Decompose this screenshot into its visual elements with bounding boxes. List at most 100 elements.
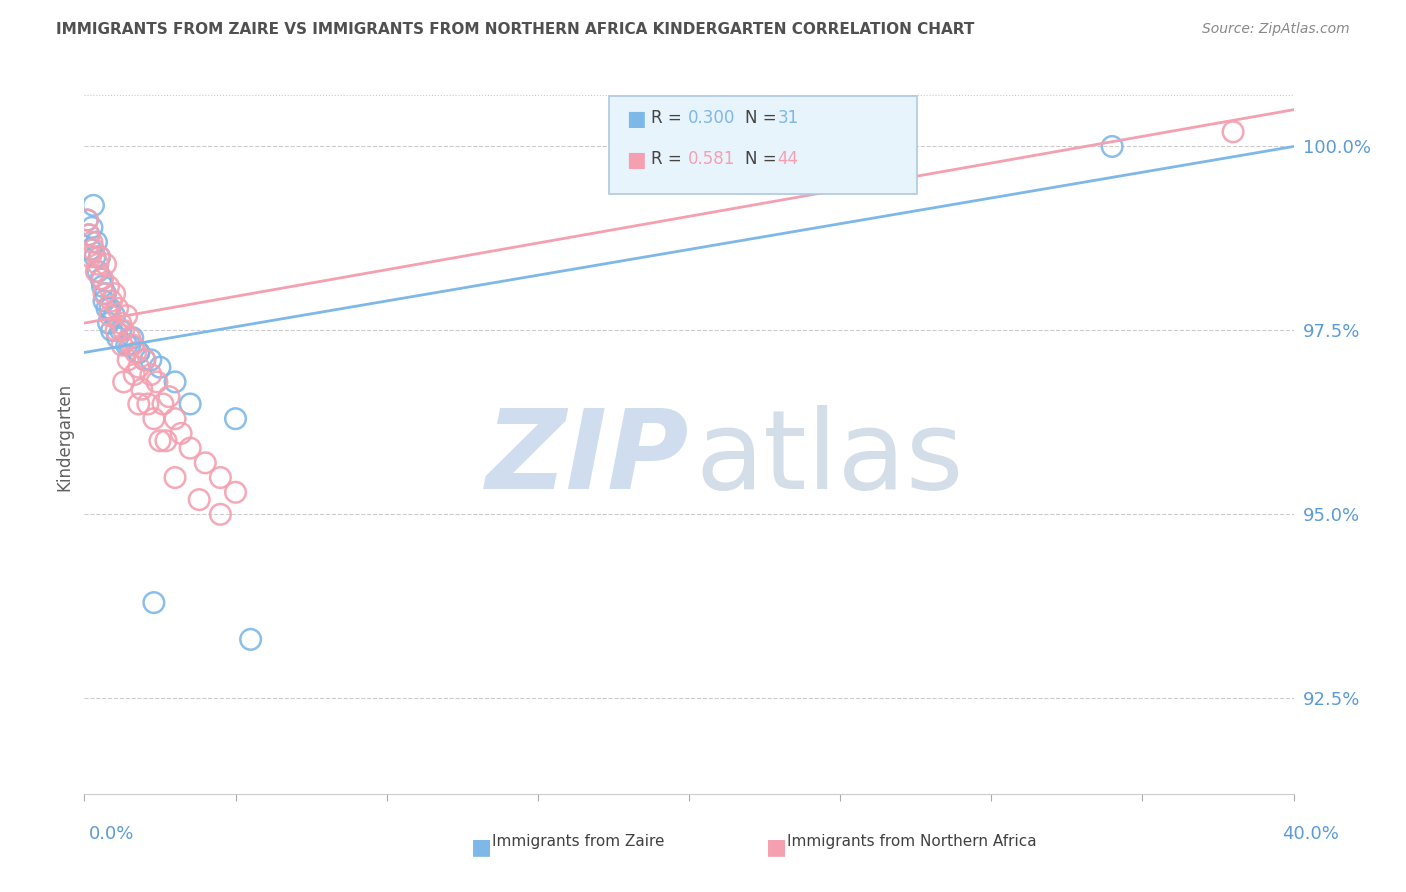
Point (86, 235, 108, 249)
Point (76, 213, 98, 227)
Text: Immigrants from Zaire: Immigrants from Zaire (492, 834, 665, 849)
Point (121, 331, 143, 345)
Y-axis label: Kindergarten: Kindergarten (55, 383, 73, 491)
Point (100, 323, 122, 337)
Point (152, 397, 174, 411)
Point (87, 264, 110, 278)
Point (84, 250, 107, 264)
Point (134, 352, 156, 367)
Text: ■: ■ (626, 150, 645, 169)
Point (111, 338, 134, 352)
Text: 0.0%: 0.0% (89, 825, 134, 843)
Point (104, 309, 127, 323)
Point (79, 250, 101, 264)
Text: N =: N = (745, 109, 782, 127)
Point (77, 227, 100, 242)
Point (128, 397, 150, 411)
Point (117, 352, 139, 367)
Point (96, 301, 118, 316)
Point (194, 456, 217, 470)
Point (128, 360, 150, 375)
Point (128, 345, 150, 359)
Point (93, 286, 115, 301)
Point (131, 382, 153, 396)
Text: Immigrants from Northern Africa: Immigrants from Northern Africa (787, 834, 1038, 849)
Point (91, 279, 114, 293)
Point (105, 323, 128, 337)
Point (110, 316, 132, 330)
Point (149, 360, 172, 375)
Text: 44: 44 (778, 150, 799, 168)
Text: 0.300: 0.300 (688, 109, 735, 127)
Point (139, 368, 162, 382)
Point (136, 397, 159, 411)
Point (87, 257, 110, 271)
Point (142, 411, 165, 425)
Point (179, 441, 201, 455)
Text: 0.581: 0.581 (688, 150, 735, 168)
Point (80, 220, 103, 235)
Point (139, 352, 162, 367)
Text: Source: ZipAtlas.com: Source: ZipAtlas.com (1202, 22, 1350, 37)
Text: ■: ■ (766, 837, 787, 856)
Point (77, 227, 100, 242)
Point (82, 198, 104, 212)
Point (125, 345, 148, 359)
Point (188, 492, 211, 507)
Point (79, 243, 101, 257)
Point (146, 375, 169, 389)
Point (122, 368, 145, 382)
Point (89, 250, 111, 264)
Point (134, 352, 156, 367)
Point (107, 331, 129, 345)
Text: ZIP: ZIP (485, 405, 689, 512)
Point (93, 293, 115, 308)
Text: ■: ■ (626, 109, 645, 128)
Point (1222, 125, 1244, 139)
Point (94, 286, 117, 301)
Point (165, 411, 187, 425)
Text: 40.0%: 40.0% (1282, 825, 1339, 843)
Point (80, 235, 103, 249)
Point (209, 470, 232, 484)
Point (97, 316, 120, 330)
Text: atlas: atlas (695, 405, 963, 512)
Point (94, 257, 117, 271)
Point (149, 434, 172, 448)
Point (98, 301, 121, 316)
Point (128, 345, 150, 359)
Point (98, 309, 121, 323)
Point (157, 390, 180, 404)
Text: R =: R = (651, 109, 688, 127)
Point (170, 426, 193, 441)
Point (118, 338, 141, 352)
Point (209, 508, 232, 522)
Point (82, 243, 104, 257)
Text: IMMIGRANTS FROM ZAIRE VS IMMIGRANTS FROM NORTHERN AFRICA KINDERGARTEN CORRELATIO: IMMIGRANTS FROM ZAIRE VS IMMIGRANTS FROM… (56, 22, 974, 37)
Point (115, 338, 138, 352)
Point (107, 301, 129, 316)
Point (90, 272, 112, 286)
Point (121, 338, 143, 352)
Point (1101, 139, 1123, 153)
Point (165, 470, 187, 484)
Point (104, 286, 127, 301)
Point (112, 375, 135, 389)
Text: R =: R = (651, 150, 688, 168)
Point (179, 397, 201, 411)
Point (225, 411, 247, 425)
Point (112, 323, 135, 337)
Text: N =: N = (745, 150, 782, 168)
Point (165, 375, 187, 389)
Point (142, 596, 165, 610)
Point (86, 264, 108, 278)
Point (97, 279, 120, 293)
Point (115, 309, 138, 323)
Point (100, 293, 122, 308)
Point (225, 485, 247, 500)
Point (91, 272, 114, 286)
Point (76, 213, 98, 227)
Text: ■: ■ (471, 837, 492, 856)
Point (155, 434, 177, 448)
Point (89, 250, 111, 264)
